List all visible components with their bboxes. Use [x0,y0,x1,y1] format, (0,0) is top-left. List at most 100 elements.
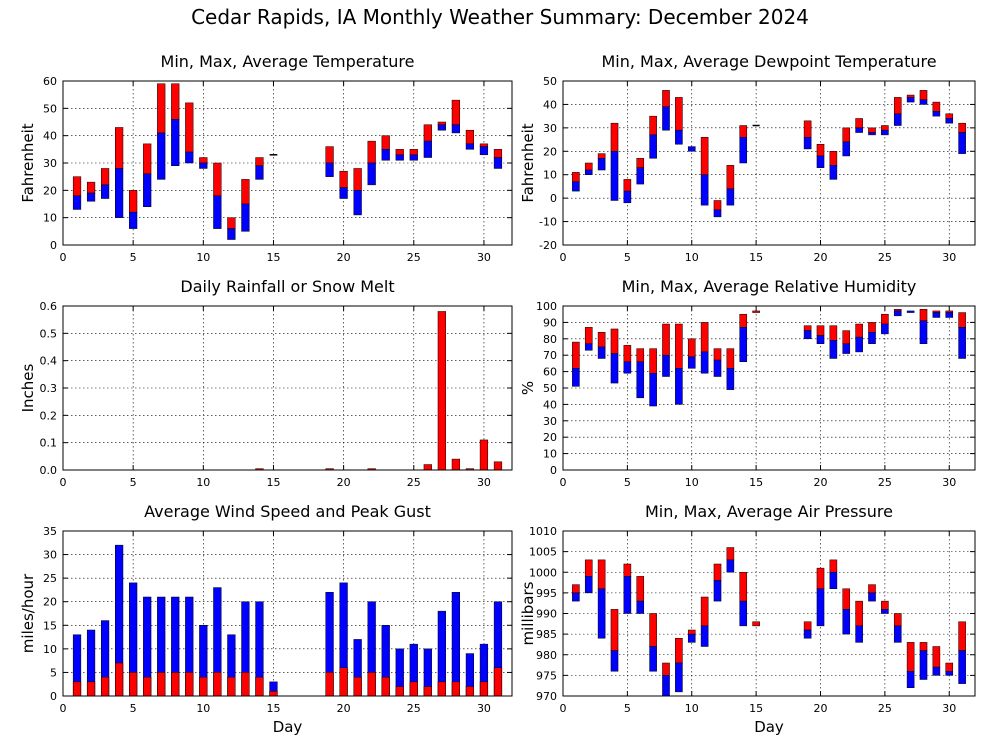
temp-bar-lower [353,190,362,216]
humidity-xtick-label: 15 [749,476,763,489]
pressure-bar-upper [906,642,915,672]
temp-bar-lower [381,149,390,161]
dewpoint-bar-lower [829,165,838,180]
wind-ylabel: miles/hour [19,573,37,653]
humidity-ylabel: % [519,381,537,395]
dewpoint-bar-upper [739,125,748,138]
dewpoint-bar-lower [945,118,954,124]
rain-bar [479,439,489,471]
rain-bar [451,458,460,471]
dewpoint-bar-upper [636,158,645,168]
humidity-bar-upper [816,325,825,336]
pressure-xtick-label: 0 [560,702,567,715]
rain-ytick-label: 0.5 [40,327,58,340]
temp-ytick-label: 40 [43,130,57,143]
pressure-bar-upper [675,638,683,664]
wind-xtick-label: 30 [477,702,491,715]
pressure-bar-upper [700,596,709,627]
wind-bar-average [465,686,475,697]
humidity-ytick-label: 100 [536,300,557,313]
dewpoint-xtick-label: 30 [942,251,956,264]
wind-ytick-label: 30 [43,549,57,562]
humidity-ytick-label: 90 [543,316,557,329]
pressure-ytick-label: 985 [536,628,557,641]
temp-bar-lower [171,119,180,166]
dewpoint-ytick-label: 10 [543,169,557,182]
pressure-bar-lower [584,576,593,594]
pressure-bar-upper [842,588,851,610]
humidity-bar-upper [958,312,966,328]
wind-ytick-label: 35 [43,525,57,538]
wind-bar-average [493,667,503,697]
pressure-ytick-label: 995 [536,587,557,600]
humidity-bar-lower [893,310,902,317]
wind-bar-average [437,681,446,697]
humidity-bar-upper [662,323,670,356]
temp-ytick-label: 50 [43,102,57,115]
dewpoint-frame [562,80,976,246]
wind-xtick-label: 25 [407,702,421,715]
temp-bar-upper [72,176,82,197]
pressure-bar-lower [803,629,812,639]
dewpoint-ylabel: Fahrenheit [519,123,537,202]
humidity-ytick-label: 50 [543,382,557,395]
dewpoint-bar-lower [687,146,696,152]
pressure-xtick-label: 5 [624,702,631,715]
pressure-bar-lower [855,625,863,643]
dewpoint-bar-upper [945,113,954,119]
pressure-xtick-label: 10 [685,702,699,715]
pressure-bar-lower [726,559,735,573]
wind-bar-average [129,672,138,697]
dewpoint-bar-lower [572,181,580,192]
dewpoint-bar-upper [726,165,735,190]
pressure-ytick-label: 980 [536,649,557,662]
pressure-frame [562,530,976,697]
temp-xtick-label: 0 [60,251,67,264]
wind-bar-average [353,676,362,697]
humidity-bar-upper [868,322,876,333]
wind-xlabel: Day [273,718,303,736]
temp-bar-lower [367,162,376,186]
rain-xtick-label: 30 [477,476,491,489]
wind-bar-average [227,676,236,697]
dewpoint-bar-lower [932,111,941,117]
dewpoint-bar-upper [855,118,863,129]
wind-bar-average [86,681,96,697]
temp-xtick-label: 10 [196,251,210,264]
pressure-bar-lower [687,633,696,643]
temp-bar-lower [227,228,236,240]
dewpoint-bar-lower [842,141,851,157]
dewpoint-bar-lower [610,151,619,201]
wind-chart: Average Wind Speed and Peak Gust 0 5 10 15 20… [19,502,513,736]
humidity-bar-lower [945,312,954,318]
humidity-xtick-label: 10 [685,476,699,489]
pressure-bar-upper [597,559,606,589]
humidity-ytick-label: 30 [543,415,557,428]
dewpoint-bar-upper [584,162,593,171]
humidity-bar-lower [687,356,696,369]
pressure-bar-upper [816,567,825,589]
humidity-bar-lower [649,372,657,407]
pressure-title: Min, Max, Average Air Pressure [645,502,893,521]
temp-xtick-label: 15 [266,251,280,264]
humidity-bar-lower [906,310,915,313]
temp-bar-upper [213,162,222,197]
page-title: Cedar Rapids, IA Monthly Weather Summary… [191,5,809,29]
wind-bar-average [100,676,110,697]
pressure-ytick-label: 1010 [529,525,557,538]
humidity-bar-upper [713,348,722,361]
dewpoint-bar-upper [893,97,902,115]
temp-bar-lower [395,154,404,161]
dewpoint-bar-lower [881,129,889,136]
humidity-ytick-label: 80 [543,333,557,346]
wind-bar-average [409,681,418,697]
dewpoint-bar-lower [855,127,863,133]
dewpoint-bar-upper [623,179,632,192]
humidity-chart: Min, Max, Average Relative Humidity 0 10 20… [519,277,976,489]
dewpoint-bar-lower [713,209,722,218]
dewpoint-bar-upper [816,144,825,157]
dewpoint-bar-upper [958,122,966,133]
dewpoint-bar-upper [675,97,683,131]
humidity-bar-lower [958,327,966,359]
